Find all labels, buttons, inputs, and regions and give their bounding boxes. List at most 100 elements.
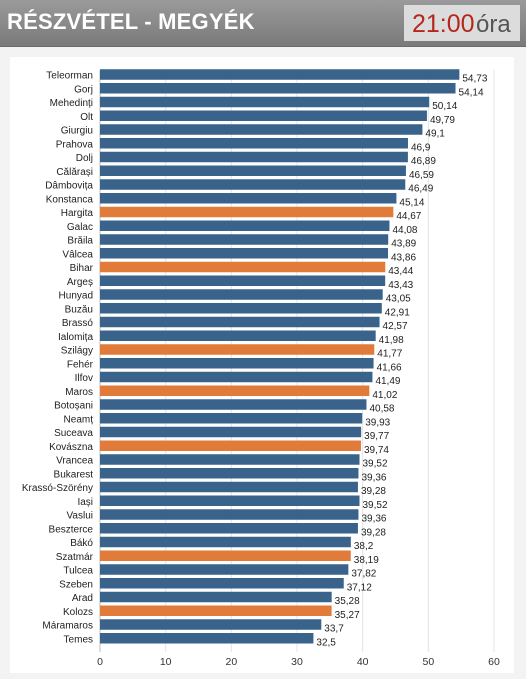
bar (100, 385, 370, 396)
x-tick-label: 60 (488, 656, 500, 668)
category-label: Prahova (56, 139, 94, 150)
data-label: 38,2 (354, 541, 374, 552)
data-label: 54,73 (462, 74, 487, 85)
category-label: Bukarest (54, 469, 94, 480)
category-label: Beszterce (49, 524, 94, 535)
bar (100, 151, 408, 163)
data-label: 43,44 (388, 266, 413, 277)
bar (100, 165, 406, 176)
category-label: Ilfov (75, 373, 93, 384)
category-label: Olt (80, 112, 93, 123)
data-label: 39,52 (363, 459, 388, 470)
bar (100, 124, 423, 135)
bar (100, 261, 386, 273)
data-label: 39,36 (361, 472, 386, 483)
category-label: Brassó (62, 318, 94, 329)
bar (100, 193, 397, 204)
category-label: Tulcea (63, 566, 93, 577)
data-label: 38,19 (354, 555, 379, 566)
category-label: Brăila (67, 236, 93, 247)
category-label: Vrancea (56, 456, 93, 467)
bar (100, 633, 314, 644)
category-label: Temes (64, 634, 93, 645)
bar (100, 344, 375, 355)
time-box: 21:00 óra (404, 5, 520, 41)
category-label: Călărași (56, 167, 93, 178)
bar (100, 605, 332, 616)
bar (100, 303, 382, 314)
x-tick-label: 10 (160, 656, 172, 668)
x-tick-label: 20 (225, 656, 237, 668)
category-label: Giurgiu (61, 126, 93, 137)
category-label: Suceava (54, 428, 93, 439)
category-label: Kovászna (49, 442, 93, 453)
bar (100, 523, 358, 534)
category-label: Maros (65, 387, 93, 398)
category-label: Buzău (65, 304, 93, 315)
data-label: 46,59 (409, 170, 434, 181)
bar (100, 578, 344, 589)
x-tick-label: 50 (422, 656, 434, 668)
data-label: 44,08 (392, 225, 417, 236)
category-label: Teleorman (46, 71, 93, 82)
data-label: 42,57 (383, 321, 408, 332)
data-label: 35,27 (335, 610, 360, 621)
bar (100, 69, 460, 80)
data-label: 44,67 (396, 211, 421, 222)
category-label: Szilágy (61, 346, 93, 357)
bar (100, 413, 363, 424)
page-title: RÉSZVÉTEL - MEGYÉK (7, 9, 255, 34)
data-label: 43,05 (386, 294, 411, 305)
data-label: 39,93 (365, 417, 390, 428)
bar (100, 358, 374, 369)
data-label: 49,79 (430, 115, 455, 126)
data-label: 35,28 (335, 596, 360, 607)
bar (100, 399, 367, 410)
bar (100, 440, 361, 451)
data-label: 49,1 (425, 129, 445, 140)
bar (100, 550, 351, 561)
data-label: 43,86 (391, 252, 416, 263)
category-label: Dâmbovița (45, 181, 93, 192)
category-label: Hunyad (59, 291, 93, 302)
x-tick-label: 30 (291, 656, 303, 668)
bar (100, 110, 427, 121)
bar (100, 220, 390, 231)
data-label: 46,49 (408, 184, 433, 195)
data-label: 39,28 (361, 486, 386, 497)
category-label: Máramaros (42, 621, 93, 632)
x-tick-label: 0 (97, 656, 103, 668)
bar (100, 275, 386, 286)
time-unit-label: óra (476, 11, 511, 38)
bar (100, 316, 380, 328)
data-label: 39,36 (361, 514, 386, 525)
bar (100, 371, 373, 383)
category-label: Bihar (70, 263, 94, 274)
data-label: 45,14 (399, 197, 424, 208)
bar (100, 330, 376, 341)
data-label: 39,52 (363, 500, 388, 511)
category-label: Mehedinți (50, 98, 93, 109)
data-label: 33,7 (324, 624, 344, 635)
data-label: 40,58 (369, 404, 394, 415)
bar (100, 96, 430, 108)
bar (100, 564, 349, 575)
data-label: 37,82 (351, 569, 376, 580)
data-label: 42,91 (385, 307, 410, 318)
category-label: Vâlcea (62, 249, 93, 260)
bar (100, 468, 359, 479)
data-label: 41,02 (372, 390, 397, 401)
data-label: 41,98 (379, 335, 404, 346)
category-label: Iași (77, 497, 93, 508)
category-label: Dolj (76, 153, 93, 164)
header-bar: RÉSZVÉTEL - MEGYÉK 21:00 óra (0, 0, 526, 47)
data-label: 43,43 (388, 280, 413, 291)
category-label: Neamț (64, 414, 94, 425)
category-label: Arad (72, 593, 93, 604)
data-label: 54,14 (459, 87, 484, 98)
bar (100, 481, 358, 493)
bar (100, 179, 406, 190)
bar (100, 234, 389, 245)
bar (100, 591, 332, 603)
